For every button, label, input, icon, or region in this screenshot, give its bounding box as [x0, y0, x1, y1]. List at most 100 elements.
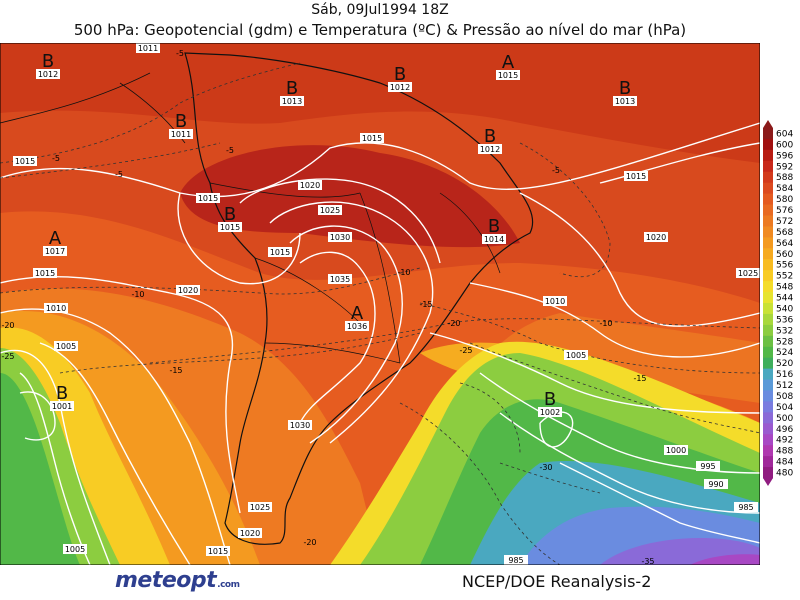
svg-text:1025: 1025 [738, 269, 758, 278]
colorbar-swatch [763, 357, 773, 370]
colorbar-label: 492 [776, 436, 793, 446]
colorbar-swatch [763, 204, 773, 216]
svg-text:1030: 1030 [330, 233, 350, 242]
colorbar-swatch [763, 160, 773, 173]
country-borders [209, 182, 501, 364]
colorbar-swatch [763, 346, 773, 359]
colorbar-swatch [763, 379, 773, 391]
colorbar-label: 516 [776, 370, 793, 380]
svg-text:1015: 1015 [35, 269, 55, 278]
colorbar-label: 588 [776, 173, 793, 183]
colorbar-swatch [763, 248, 773, 260]
high-center-value: 1036 [347, 322, 367, 331]
svg-text:-35: -35 [641, 557, 654, 565]
colorbar-swatch [763, 390, 773, 402]
colorbar-swatch [763, 445, 773, 457]
svg-text:-30: -30 [539, 463, 552, 472]
low-center-letter: B [56, 383, 68, 404]
colorbar-swatch [763, 324, 773, 337]
svg-text:995: 995 [700, 462, 715, 471]
low-center-value: 1013 [615, 97, 635, 106]
svg-text:1020: 1020 [178, 286, 198, 295]
svg-text:-20: -20 [303, 538, 316, 547]
isobars [0, 122, 760, 565]
svg-text:1025: 1025 [320, 206, 340, 215]
svg-text:1005: 1005 [566, 351, 586, 360]
south-america-coastline [184, 52, 534, 545]
low-center-letter: B [394, 64, 406, 85]
colorbar-label: 532 [776, 326, 793, 336]
low-center-value: 1014 [484, 235, 504, 244]
high-center-letter: A [49, 228, 62, 249]
low-center-value: 1002 [540, 408, 560, 417]
colorbar-swatch [763, 237, 773, 249]
colorbar-swatch [763, 292, 773, 304]
low-center-letter: B [484, 126, 496, 147]
svg-text:1015: 1015 [198, 194, 218, 203]
svg-text:-15: -15 [633, 374, 646, 383]
svg-text:985: 985 [508, 556, 523, 565]
colorbar-label: 520 [776, 359, 793, 369]
colorbar-label: 540 [776, 304, 793, 314]
svg-text:-10: -10 [131, 290, 144, 299]
colorbar-label: 576 [776, 206, 793, 216]
colorbar-swatch [763, 128, 773, 140]
low-center-value: 1011 [138, 44, 158, 53]
colorbar-label: 560 [776, 250, 793, 260]
colorbar-label: 548 [776, 283, 793, 293]
colorbar-swatch [763, 193, 773, 206]
low-center-letter: B [224, 204, 236, 225]
svg-text:1015: 1015 [270, 248, 290, 257]
colorbar-swatch [763, 182, 773, 195]
svg-text:1015: 1015 [15, 157, 35, 166]
svg-text:1020: 1020 [300, 181, 320, 190]
colorbar: 6046005965925885845805765725685645605565… [763, 120, 793, 486]
colorbar-swatch [763, 226, 773, 238]
svg-text:-10: -10 [599, 319, 612, 328]
svg-text:1000: 1000 [666, 446, 686, 455]
svg-text:-5: -5 [176, 49, 184, 58]
colorbar-swatch [763, 423, 773, 435]
colorbar-label: 596 [776, 151, 793, 161]
svg-text:-5: -5 [226, 146, 234, 155]
low-center-value: 1013 [282, 97, 302, 106]
band-492 [690, 554, 760, 565]
colorbar-top-arrow [763, 120, 773, 128]
high-center-value: 1015 [498, 71, 518, 80]
low-center-value: 1011 [171, 130, 191, 139]
svg-text:990: 990 [708, 480, 723, 489]
low-center-letter: B [175, 111, 187, 132]
svg-text:1015: 1015 [626, 172, 646, 181]
colorbar-swatch [763, 401, 773, 413]
map-title: 500 hPa: Geopotencial (gdm) e Temperatur… [73, 21, 687, 39]
colorbar-label: 500 [776, 414, 793, 424]
svg-text:1015: 1015 [208, 547, 228, 556]
low-center-letter: B [488, 216, 500, 237]
colorbar-swatch [763, 456, 773, 468]
isobar-labels: 1015 1015 1015 1020 1025 1030 1035 1015 … [13, 133, 760, 565]
colorbar-label: 572 [776, 217, 793, 227]
colorbar-label: 552 [776, 272, 793, 282]
svg-text:-5: -5 [552, 166, 560, 175]
svg-text:1035: 1035 [330, 275, 350, 284]
temperature-labels: -5 -5 -5 -5 -10 -10 -10 -15 -15 -15 -20 … [1, 49, 654, 565]
low-center-value: 1012 [390, 83, 410, 92]
svg-text:1020: 1020 [646, 233, 666, 242]
colorbar-label: 564 [776, 239, 793, 249]
svg-text:-10: -10 [397, 268, 410, 277]
svg-text:-15: -15 [169, 366, 182, 375]
svg-text:1010: 1010 [46, 304, 66, 313]
colorbar-label: 544 [776, 294, 793, 304]
svg-text:-15: -15 [419, 300, 432, 309]
colorbar-label: 592 [776, 162, 793, 172]
colorbar-swatch [763, 467, 773, 479]
colorbar-swatch [763, 281, 773, 293]
low-center-value: 1001 [52, 402, 72, 411]
colorbar-swatch [763, 303, 773, 315]
high-center-letter: A [502, 52, 515, 73]
svg-text:1010: 1010 [545, 297, 565, 306]
colorbar-label: 496 [776, 425, 793, 435]
colorbar-swatch [763, 149, 773, 162]
low-center-value: 1012 [38, 70, 58, 79]
colorbar-swatch [763, 335, 773, 348]
